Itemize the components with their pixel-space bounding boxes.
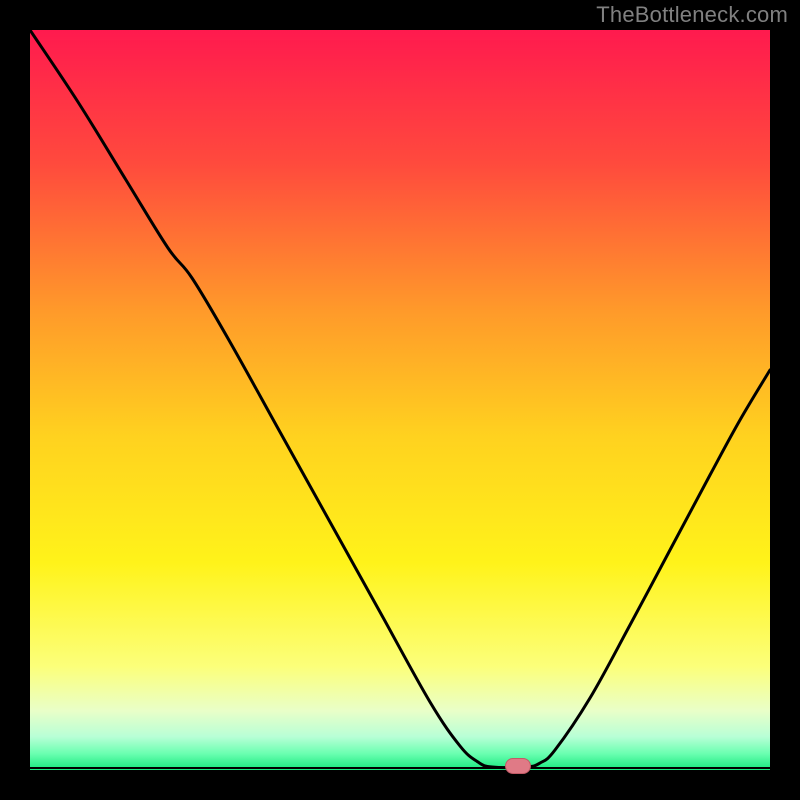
bottleneck-curve-chart bbox=[30, 30, 770, 770]
plot-area bbox=[30, 30, 770, 770]
gradient-background bbox=[30, 30, 770, 770]
watermark-text: TheBottleneck.com bbox=[596, 2, 788, 28]
chart-frame: TheBottleneck.com bbox=[0, 0, 800, 800]
optimal-point-marker bbox=[505, 758, 531, 774]
